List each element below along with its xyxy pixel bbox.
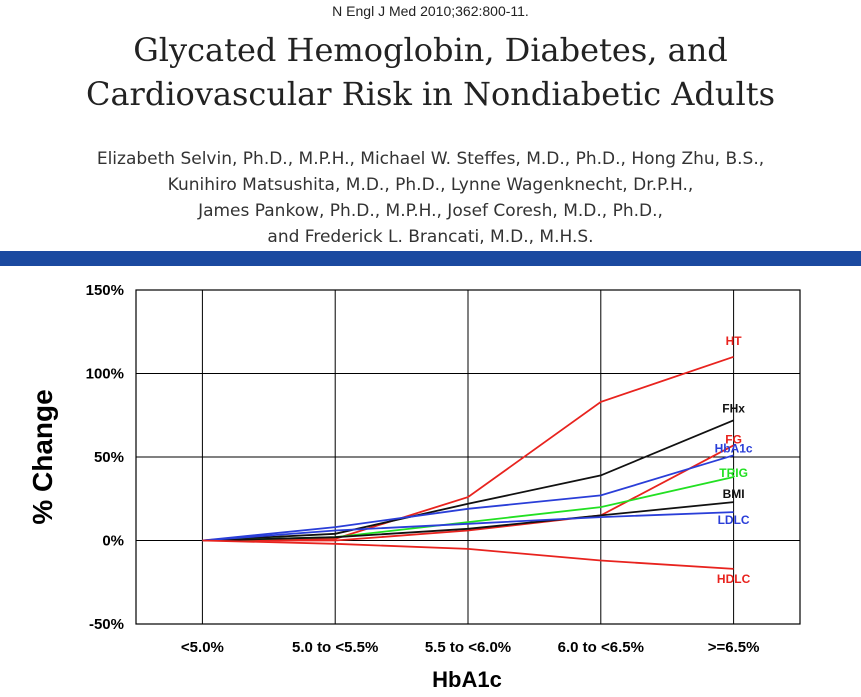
series-lines (202, 355, 735, 570)
y-tick-label: 50% (94, 449, 124, 466)
title-line-2: Cardiovascular Risk in Nondiabetic Adult… (85, 75, 776, 113)
x-tick-label: 5.0 to <5.5% (292, 639, 378, 656)
series-line-ldlc (202, 511, 734, 542)
series-line-hba1c (202, 454, 734, 542)
series-line-hdlc (202, 539, 734, 570)
series-label-hba1c: HbA1c (715, 441, 753, 455)
x-tick-label: 6.0 to <6.5% (558, 639, 644, 656)
x-tick-label: <5.0% (181, 639, 224, 656)
paper-title: Glycated Hemoglobin, Diabetes, and Cardi… (0, 28, 861, 116)
series-line-bmi (202, 501, 734, 542)
citation: N Engl J Med 2010;362:800-11. (332, 3, 529, 19)
x-axis-label: HbA1c (432, 667, 502, 692)
y-tick-label: 150% (86, 282, 124, 299)
x-tick-label: >=6.5% (708, 639, 760, 656)
author-list: Elizabeth Selvin, Ph.D., M.P.H., Michael… (0, 146, 861, 250)
series-label-bmi: BMI (723, 487, 745, 501)
series-label-hdlc: HDLC (717, 572, 751, 586)
authors-line-4: and Frederick L. Brancati, M.D., M.H.S. (267, 227, 594, 247)
authors-line-1: Elizabeth Selvin, Ph.D., M.P.H., Michael… (96, 149, 765, 169)
header-divider-band (0, 251, 861, 266)
y-tick-label: 100% (86, 366, 124, 383)
y-tick-label: -50% (89, 616, 124, 633)
x-tick-labels: <5.0% 5.0 to <5.5% 5.5 to <6.0% 6.0 to <6.5… (181, 639, 760, 656)
authors-line-2: Kunihiro Matsushita, M.D., Ph.D., Lynne … (167, 175, 694, 195)
chart-grid (135, 289, 801, 625)
series-label-trig: TRIG (719, 466, 748, 480)
y-axis-label: % Change (27, 389, 58, 524)
authors-line-3: James Pankow, Ph.D., M.P.H., Josef Cores… (198, 201, 663, 221)
x-tick-label: 5.5 to <6.0% (425, 639, 511, 656)
series-line-fhx (202, 419, 734, 542)
series-line-fg (202, 444, 735, 542)
series-label-ldlc: LDLC (718, 513, 750, 527)
y-tick-label: 0% (102, 533, 124, 550)
title-line-1: Glycated Hemoglobin, Diabetes, and (133, 31, 728, 69)
series-label-fg: FG (725, 432, 742, 446)
line-chart: -50% 0% 50% 100% 150% <5.0% 5.0 to <5.5% 5.5 t… (27, 282, 801, 692)
series-line-ht (202, 355, 734, 542)
series-label-fhx: FHx (722, 401, 745, 415)
series-label-ht: HT (726, 334, 743, 348)
y-tick-labels: -50% 0% 50% 100% 150% (86, 282, 124, 633)
